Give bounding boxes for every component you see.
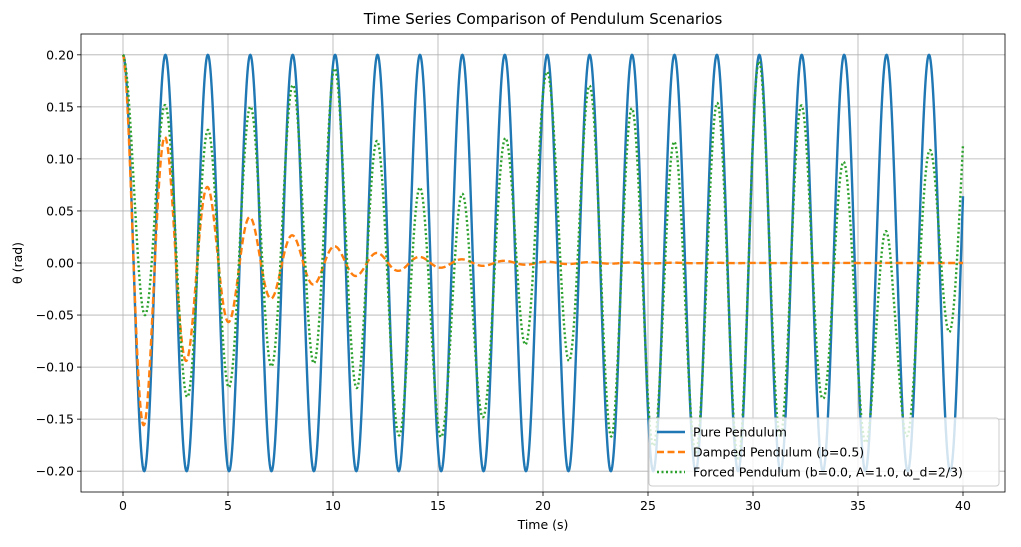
y-tick-label: −0.05: [36, 308, 74, 323]
legend-box: [648, 417, 1000, 487]
x-tick-label: 10: [325, 498, 341, 513]
y-tick-label: 0.10: [46, 151, 74, 166]
x-tick-label: 40: [955, 498, 971, 513]
x-tick-label: 0: [119, 498, 127, 513]
legend-label: Damped Pendulum (b=0.5): [693, 445, 864, 460]
x-axis-label: Time (s): [517, 517, 569, 532]
y-tick-label: −0.10: [36, 360, 74, 375]
y-tick-label: −0.20: [36, 464, 74, 479]
y-tick-label: 0.05: [46, 203, 74, 218]
legend-label: Forced Pendulum (b=0.0, A=1.0, ω_d=2/3): [693, 465, 963, 480]
y-axis: −0.20 −0.15 −0.10 −0.05 0.00 0.05 0.10 0.15 0.20: [36, 47, 81, 479]
y-tick-label: 0.00: [46, 256, 74, 271]
x-tick-label: 25: [640, 498, 656, 513]
y-tick-label: 0.20: [46, 47, 74, 62]
y-tick-label: −0.15: [36, 412, 74, 427]
chart-title: Time Series Comparison of Pendulum Scena…: [363, 10, 723, 28]
x-tick-label: 30: [745, 498, 761, 513]
series-line-3: [121, 54, 965, 460]
legend-label: Pure Pendulum: [693, 425, 787, 440]
x-tick-label: 20: [535, 498, 551, 513]
x-axis: 0 5 10 15 20 25 30 35 40: [119, 492, 971, 513]
x-tick-label: 5: [224, 498, 232, 513]
x-tick-label: 35: [850, 498, 866, 513]
legend: Pure Pendulum Damped Pendulum (b=0.5) Forc…: [648, 417, 1000, 487]
y-tick-label: 0.15: [46, 99, 74, 114]
x-tick-label: 15: [430, 498, 446, 513]
y-axis-label: θ (rad): [10, 242, 25, 284]
